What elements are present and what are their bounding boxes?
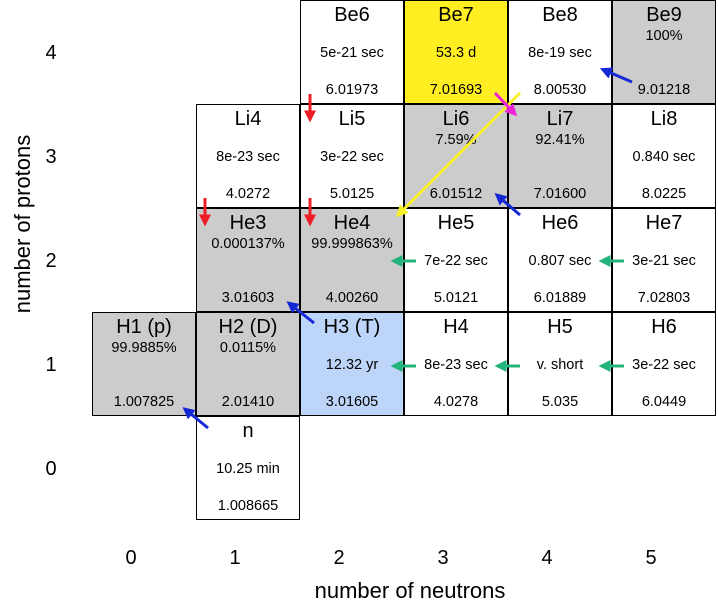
x-tick-label: 4: [541, 547, 553, 569]
nuclide-info: 10.25 min: [216, 461, 280, 477]
nuclide-cell-he5: He5 7e-22 sec 5.0121: [404, 208, 508, 312]
nuclide-mass: 6.0449: [641, 394, 687, 410]
nuclide-info: 99.9885%: [111, 340, 177, 356]
nuclide-cell-li5: Li5 3e-22 sec 5.0125: [300, 104, 404, 208]
nuclide-mass: 6.01889: [533, 290, 587, 306]
nuclide-cell-he7: He7 3e-21 sec 7.02803: [612, 208, 716, 312]
nuclide-name: Li6: [442, 108, 470, 130]
nuclide-name: Be6: [334, 4, 370, 26]
nuclide-name: Li4: [234, 108, 262, 130]
nuclide-mass: 9.01218: [637, 82, 691, 98]
nuclide-name: H1 (p): [116, 316, 172, 338]
nuclide-name: H3 (T): [323, 316, 381, 338]
x-tick-label: 1: [229, 547, 241, 569]
nuclide-info: 99.999863%: [311, 236, 393, 252]
nuclide-mass: 2.01410: [221, 394, 275, 410]
nuclide-info: 100%: [645, 28, 683, 44]
nuclide-mass: 7.02803: [637, 290, 691, 306]
nuclide-name: n: [242, 420, 254, 442]
nuclide-mass: 7.01600: [533, 186, 587, 202]
nuclide-mass: 4.00260: [325, 290, 379, 306]
nuclide-name: Be7: [438, 4, 474, 26]
nuclide-mass: 6.01512: [429, 186, 483, 202]
nuclide-cell-h2: H2 (D) 0.0115% 2.01410: [196, 312, 300, 416]
y-tick-label: 2: [45, 250, 57, 272]
nuclide-name: H5: [547, 316, 573, 338]
nuclide-info: 8e-23 sec: [216, 149, 280, 165]
nuclide-mass: 7.01693: [429, 82, 483, 98]
nuclide-mass: 8.0225: [641, 186, 687, 202]
y-tick-label: 4: [45, 42, 57, 64]
nuclide-mass: 3.01605: [325, 394, 379, 410]
nuclide-cell-he4: He4 99.999863% 4.00260: [300, 208, 404, 312]
nuclide-cell-be8: Be8 8e-19 sec 8.00530: [508, 0, 612, 104]
nuclide-info: 8e-19 sec: [528, 45, 592, 61]
y-axis-title: number of protons: [10, 134, 35, 314]
nuclide-cell-h6: H6 3e-22 sec 6.0449: [612, 312, 716, 416]
nuclide-cell-he6: He6 0.807 sec 6.01889: [508, 208, 612, 312]
nuclide-info: v. short: [536, 357, 584, 373]
nuclide-cell-li6: Li6 7.59% 6.01512: [404, 104, 508, 208]
nuclide-cell-li7: Li7 92.41% 7.01600: [508, 104, 612, 208]
x-tick-label: 0: [125, 547, 137, 569]
nuclide-name: Li7: [546, 108, 574, 130]
nuclide-name: He4: [333, 212, 371, 234]
x-tick-label: 3: [437, 547, 449, 569]
nuclide-info: 12.32 yr: [325, 357, 379, 373]
nuclide-mass: 5.0125: [329, 186, 375, 202]
nuclide-cell-be7: Be7 53.3 d 7.01693: [404, 0, 508, 104]
y-tick-label: 3: [45, 146, 57, 168]
nuclide-cell-n: n 10.25 min 1.008665: [196, 416, 300, 520]
nuclide-info: 0.807 sec: [528, 253, 592, 269]
nuclide-info: 3e-21 sec: [632, 253, 696, 269]
nuclide-cell-h4: H4 8e-23 sec 4.0278: [404, 312, 508, 416]
nuclide-mass: 1.008665: [217, 498, 279, 514]
y-tick-label: 1: [45, 354, 57, 376]
nuclide-mass: 1.007825: [113, 394, 175, 410]
nuclide-cell-h3: H3 (T) 12.32 yr 3.01605: [300, 312, 404, 416]
nuclide-cell-li4: Li4 8e-23 sec 4.0272: [196, 104, 300, 208]
nuclide-info: 0.000137%: [211, 236, 285, 252]
y-tick-label: 0: [45, 458, 57, 480]
nuclide-name: Be8: [542, 4, 578, 26]
nuclide-cell-be6: Be6 5e-21 sec 6.01973: [300, 0, 404, 104]
nuclide-mass: 5.0121: [433, 290, 479, 306]
nuclide-mass: 8.00530: [533, 82, 587, 98]
nuclide-mass: 3.01603: [221, 290, 275, 306]
nuclide-name: Li8: [650, 108, 678, 130]
nuclide-name: He6: [541, 212, 579, 234]
nuclide-info: 0.0115%: [219, 340, 277, 356]
nuclide-info: 5e-21 sec: [320, 45, 384, 61]
nuclide-info: 3e-22 sec: [320, 149, 384, 165]
nuclide-info: 7e-22 sec: [424, 253, 488, 269]
nuclide-name: He5: [437, 212, 475, 234]
nuclide-cell-li8: Li8 0.840 sec 8.0225: [612, 104, 716, 208]
nuclide-cell-he3: He3 0.000137% 3.01603: [196, 208, 300, 312]
nuclide-name: He7: [645, 212, 683, 234]
nuclide-name: He3: [229, 212, 267, 234]
nuclide-info: 3e-22 sec: [632, 357, 696, 373]
nuclide-mass: 6.01973: [325, 82, 379, 98]
nuclide-info: 7.59%: [435, 132, 477, 148]
nuclide-mass: 5.035: [541, 394, 579, 410]
nuclide-cell-h5: H5 v. short 5.035: [508, 312, 612, 416]
nuclide-name: H6: [651, 316, 677, 338]
nuclide-name: Li5: [338, 108, 366, 130]
nuclide-name: H2 (D): [218, 316, 278, 338]
x-axis-title: number of neutrons: [314, 578, 506, 603]
x-tick-label: 2: [333, 547, 345, 569]
nuclide-name: Be9: [646, 4, 682, 26]
nuclide-info: 8e-23 sec: [424, 357, 488, 373]
nuclide-mass: 4.0272: [225, 186, 271, 202]
nuclide-info: 0.840 sec: [632, 149, 696, 165]
nuclide-cell-h1: H1 (p) 99.9885% 1.007825: [92, 312, 196, 416]
nuclide-info: 92.41%: [535, 132, 585, 148]
nuclide-cell-be9: Be9 100% 9.01218: [612, 0, 716, 104]
x-tick-label: 5: [645, 547, 657, 569]
nuclide-name: H4: [443, 316, 469, 338]
nuclide-mass: 4.0278: [433, 394, 479, 410]
nuclide-info: 53.3 d: [435, 45, 477, 61]
